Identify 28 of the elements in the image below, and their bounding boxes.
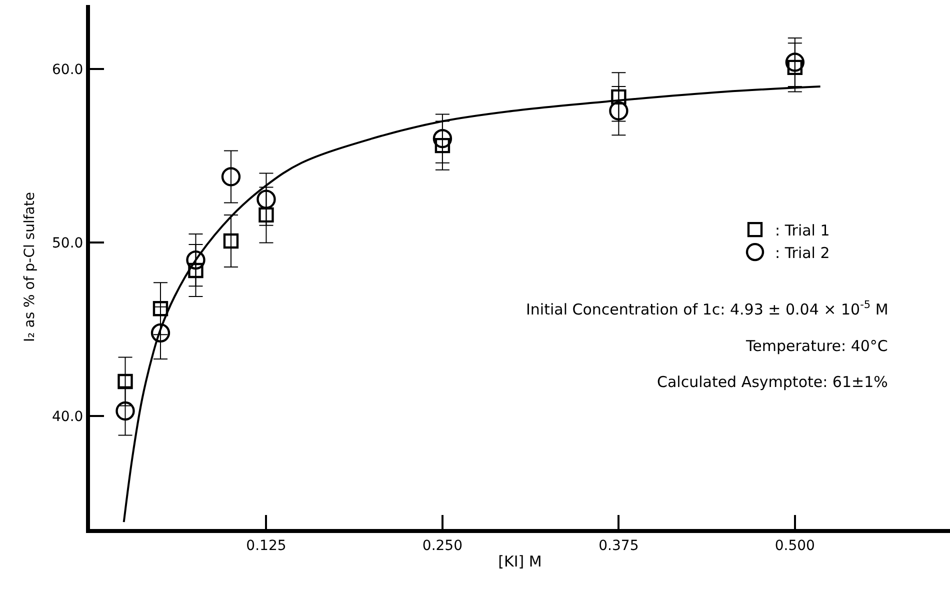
point xyxy=(432,129,452,148)
x-tick-label: 0.250 xyxy=(422,538,463,554)
point xyxy=(256,190,276,209)
point xyxy=(611,89,626,105)
point xyxy=(223,233,239,249)
point xyxy=(188,262,204,278)
y-tick-label: 50.0 xyxy=(52,236,84,252)
point xyxy=(152,301,168,316)
point xyxy=(785,52,805,72)
point xyxy=(258,207,274,223)
point xyxy=(186,250,206,270)
point xyxy=(118,374,133,390)
x-tick-label: 0.375 xyxy=(598,538,639,554)
y-tick-label: 40.0 xyxy=(52,409,84,426)
annotation: Calculated Asymptote: 61±1% xyxy=(657,373,888,391)
x-axis-title: [KI] M xyxy=(498,552,542,570)
point xyxy=(150,323,170,343)
y-tick-label: 60.0 xyxy=(52,62,84,78)
point xyxy=(116,401,135,421)
x-tick-label: 0.125 xyxy=(246,538,286,554)
y-axis-title: I₂ as % of p-Cl sulfate xyxy=(22,192,38,342)
x-tick-label: 0.500 xyxy=(774,538,815,554)
point xyxy=(609,101,628,120)
legend-label: : Trial 2 xyxy=(775,244,830,262)
legend-label: : Trial 1 xyxy=(775,221,830,240)
point xyxy=(221,167,241,186)
annotation: Initial Concentration of 1c: 4.93 ± 0.04 × 10$^{-5}$ M xyxy=(526,299,888,318)
annotation: Temperature: 40°C xyxy=(745,337,888,355)
